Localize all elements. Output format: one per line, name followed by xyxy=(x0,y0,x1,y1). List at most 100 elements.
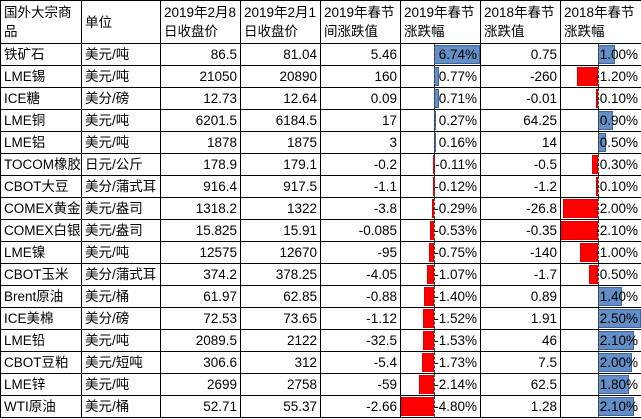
close-2019-02-08-cell[interactable]: 21050 xyxy=(160,65,241,88)
pct-2019-bar-cell[interactable]: 6.74% xyxy=(400,43,481,66)
close-2019-02-08-cell[interactable]: 374.2 xyxy=(160,263,241,286)
close-2019-02-08-cell[interactable]: 86.5 xyxy=(160,43,241,66)
change-2019-cell[interactable]: 3 xyxy=(320,131,401,154)
change-2018-cell[interactable]: -140 xyxy=(480,241,561,264)
change-2019-cell[interactable]: -5.4 xyxy=(320,351,401,374)
unit-cell[interactable]: 美元/桶 xyxy=(81,285,161,308)
commodity-name-cell[interactable]: WTI原油 xyxy=(0,395,82,418)
close-2019-02-01-cell[interactable]: 1875 xyxy=(240,131,321,154)
commodity-name-cell[interactable]: COMEX白银 xyxy=(0,219,82,242)
close-2019-02-01-cell[interactable]: 2758 xyxy=(240,373,321,396)
change-2019-cell[interactable]: -3.8 xyxy=(320,197,401,220)
close-2019-02-01-cell[interactable]: 55.37 xyxy=(240,395,321,418)
change-2019-cell[interactable]: -59 xyxy=(320,373,401,396)
change-2019-cell[interactable]: -0.085 xyxy=(320,219,401,242)
pct-2018-bar-cell[interactable]: -2.10% xyxy=(560,219,641,242)
column-header-8[interactable]: 2018年春节涨跌幅 xyxy=(560,0,641,44)
unit-cell[interactable]: 美元/吨 xyxy=(81,241,161,264)
pct-2019-bar-cell[interactable]: -0.53% xyxy=(400,219,481,242)
close-2019-02-08-cell[interactable]: 6201.5 xyxy=(160,109,241,132)
pct-2019-bar-cell[interactable]: 0.77% xyxy=(400,65,481,88)
close-2019-02-01-cell[interactable]: 378.25 xyxy=(240,263,321,286)
close-2019-02-01-cell[interactable]: 12670 xyxy=(240,241,321,264)
change-2018-cell[interactable]: 46 xyxy=(480,329,561,352)
commodity-name-cell[interactable]: ICE糖 xyxy=(0,87,82,110)
change-2019-cell[interactable]: -2.66 xyxy=(320,395,401,418)
column-header-4[interactable]: 2019年2月1日收盘价 xyxy=(240,0,321,44)
pct-2018-bar-cell[interactable]: -0.10% xyxy=(560,87,641,110)
close-2019-02-01-cell[interactable]: 917.5 xyxy=(240,175,321,198)
close-2019-02-08-cell[interactable]: 12575 xyxy=(160,241,241,264)
change-2018-cell[interactable]: 64.25 xyxy=(480,109,561,132)
close-2019-02-08-cell[interactable]: 2089.5 xyxy=(160,329,241,352)
close-2019-02-08-cell[interactable]: 1318.2 xyxy=(160,197,241,220)
column-header-5[interactable]: 2019年春节间涨跌值 xyxy=(320,0,401,44)
pct-2018-bar-cell[interactable]: 2.10% xyxy=(560,395,641,418)
change-2018-cell[interactable]: -1.2 xyxy=(480,175,561,198)
pct-2019-bar-cell[interactable]: -1.73% xyxy=(400,351,481,374)
change-2018-cell[interactable]: 1.28 xyxy=(480,395,561,418)
pct-2019-bar-cell[interactable]: -0.12% xyxy=(400,175,481,198)
commodity-name-cell[interactable]: Brent原油 xyxy=(0,285,82,308)
unit-cell[interactable]: 美元/吨 xyxy=(81,131,161,154)
unit-cell[interactable]: 美分/蒲式耳 xyxy=(81,175,161,198)
close-2019-02-01-cell[interactable]: 81.04 xyxy=(240,43,321,66)
pct-2018-bar-cell[interactable]: -1.00% xyxy=(560,241,641,264)
pct-2018-bar-cell[interactable]: -1.20% xyxy=(560,65,641,88)
pct-2018-bar-cell[interactable]: -0.30% xyxy=(560,153,641,176)
unit-cell[interactable]: 美元/盎司 xyxy=(81,219,161,242)
unit-cell[interactable]: 美元/吨 xyxy=(81,109,161,132)
change-2018-cell[interactable]: -0.5 xyxy=(480,153,561,176)
close-2019-02-08-cell[interactable]: 52.71 xyxy=(160,395,241,418)
commodity-name-cell[interactable]: LME铅 xyxy=(0,329,82,352)
unit-cell[interactable]: 美元/盎司 xyxy=(81,197,161,220)
commodity-name-cell[interactable]: LME铜 xyxy=(0,109,82,132)
change-2018-cell[interactable]: -1.7 xyxy=(480,263,561,286)
pct-2019-bar-cell[interactable]: -0.11% xyxy=(400,153,481,176)
close-2019-02-01-cell[interactable]: 312 xyxy=(240,351,321,374)
change-2019-cell[interactable]: -32.5 xyxy=(320,329,401,352)
pct-2018-bar-cell[interactable]: 1.80% xyxy=(560,373,641,396)
unit-cell[interactable]: 美元/桶 xyxy=(81,395,161,418)
pct-2019-bar-cell[interactable]: -2.14% xyxy=(400,373,481,396)
pct-2019-bar-cell[interactable]: -1.40% xyxy=(400,285,481,308)
close-2019-02-01-cell[interactable]: 73.65 xyxy=(240,307,321,330)
close-2019-02-08-cell[interactable]: 2699 xyxy=(160,373,241,396)
commodity-name-cell[interactable]: 铁矿石 xyxy=(0,43,82,66)
column-header-3[interactable]: 2019年2月8日收盘价 xyxy=(160,0,241,44)
unit-cell[interactable]: 美分/蒲式耳 xyxy=(81,263,161,286)
close-2019-02-08-cell[interactable]: 72.53 xyxy=(160,307,241,330)
change-2018-cell[interactable]: 0.89 xyxy=(480,285,561,308)
commodity-name-cell[interactable]: LME铝 xyxy=(0,131,82,154)
pct-2018-bar-cell[interactable]: 1.40% xyxy=(560,285,641,308)
change-2019-cell[interactable]: -95 xyxy=(320,241,401,264)
change-2018-cell[interactable]: 62.5 xyxy=(480,373,561,396)
close-2019-02-01-cell[interactable]: 1322 xyxy=(240,197,321,220)
change-2019-cell[interactable]: 5.46 xyxy=(320,43,401,66)
commodity-name-cell[interactable]: CBOT玉米 xyxy=(0,263,82,286)
unit-cell[interactable]: 美元/吨 xyxy=(81,43,161,66)
unit-cell[interactable]: 美元/吨 xyxy=(81,65,161,88)
change-2019-cell[interactable]: -4.05 xyxy=(320,263,401,286)
change-2018-cell[interactable]: -260 xyxy=(480,65,561,88)
change-2019-cell[interactable]: 17 xyxy=(320,109,401,132)
close-2019-02-01-cell[interactable]: 6184.5 xyxy=(240,109,321,132)
pct-2019-bar-cell[interactable]: -0.75% xyxy=(400,241,481,264)
column-header-1[interactable]: 国外大宗商品 xyxy=(0,0,82,44)
pct-2018-bar-cell[interactable]: 2.00% xyxy=(560,351,641,374)
commodity-name-cell[interactable]: LME锡 xyxy=(0,65,82,88)
unit-cell[interactable]: 美元/吨 xyxy=(81,329,161,352)
commodity-name-cell[interactable]: LME镍 xyxy=(0,241,82,264)
column-header-6[interactable]: 2019年春节涨跌幅 xyxy=(400,0,481,44)
pct-2019-bar-cell[interactable]: -1.07% xyxy=(400,263,481,286)
pct-2018-bar-cell[interactable]: -0.50% xyxy=(560,263,641,286)
close-2019-02-01-cell[interactable]: 15.91 xyxy=(240,219,321,242)
column-header-7[interactable]: 2018年春节涨跌值 xyxy=(480,0,561,44)
unit-cell[interactable]: 美分/磅 xyxy=(81,307,161,330)
pct-2018-bar-cell[interactable]: 0.90% xyxy=(560,109,641,132)
unit-cell[interactable]: 美分/磅 xyxy=(81,87,161,110)
close-2019-02-01-cell[interactable]: 179.1 xyxy=(240,153,321,176)
change-2018-cell[interactable]: -26.8 xyxy=(480,197,561,220)
change-2019-cell[interactable]: -1.1 xyxy=(320,175,401,198)
close-2019-02-08-cell[interactable]: 306.6 xyxy=(160,351,241,374)
